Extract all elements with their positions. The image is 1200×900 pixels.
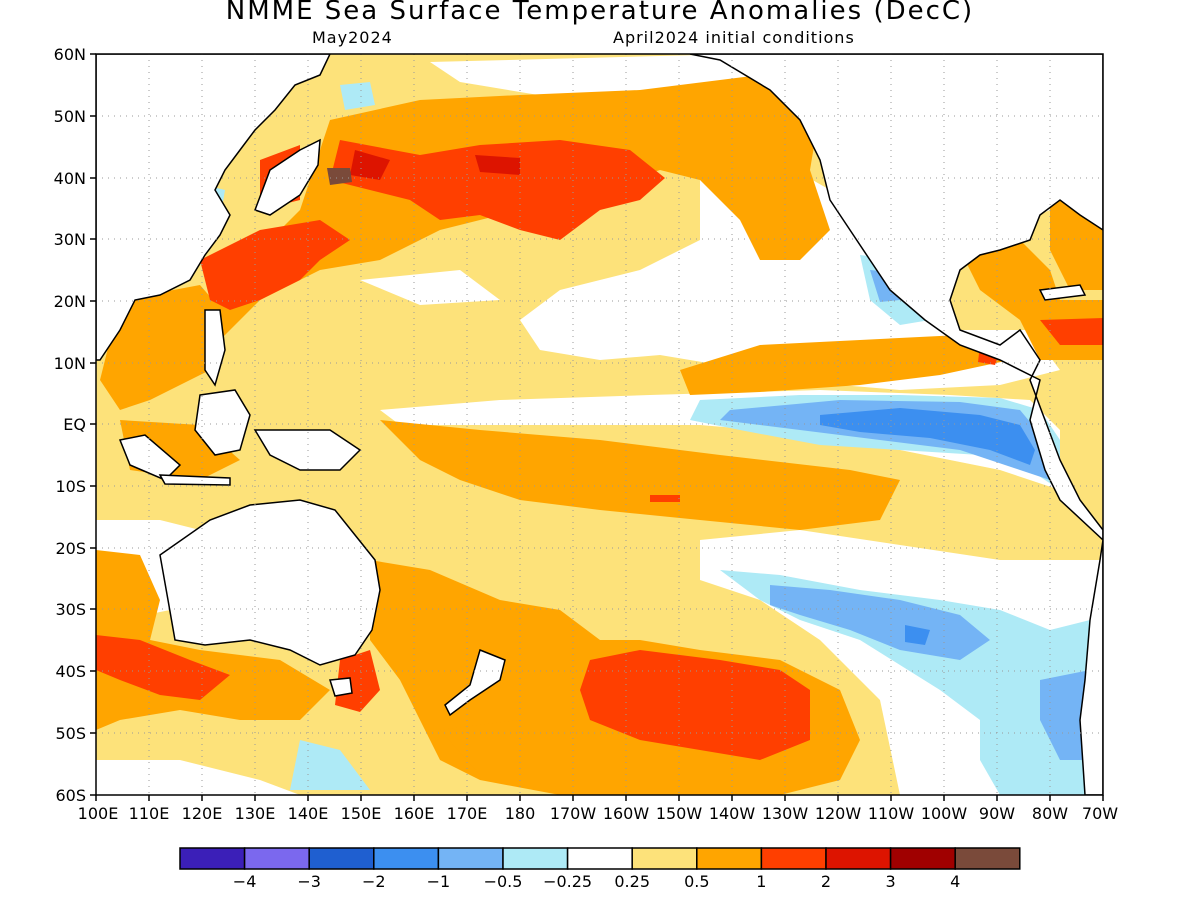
lat-label: 30N bbox=[53, 230, 86, 249]
asia-mainland bbox=[96, 54, 331, 361]
lon-label: 140E bbox=[287, 804, 329, 823]
lat-label: EQ bbox=[63, 415, 86, 434]
colorbar-swatch bbox=[308, 847, 375, 870]
japan bbox=[254, 138, 321, 216]
lon-label: 120W bbox=[814, 804, 862, 823]
lon-label: 100W bbox=[920, 804, 968, 823]
colorbar-swatch bbox=[373, 847, 440, 870]
colorbar-label: −1 bbox=[426, 872, 451, 891]
lon-label: 170E bbox=[446, 804, 488, 823]
lat-label: 60N bbox=[53, 45, 86, 64]
colorbar-swatch bbox=[179, 847, 246, 870]
colorbar-label: 4 bbox=[950, 872, 961, 891]
cuba bbox=[1038, 284, 1087, 301]
extreme-warm-spot bbox=[327, 168, 352, 185]
colorbar-label: 1 bbox=[756, 872, 767, 891]
lon-label: 170W bbox=[549, 804, 597, 823]
lat-label: 20S bbox=[55, 539, 86, 558]
colorbar-swatch bbox=[760, 847, 827, 870]
lat-label: 40N bbox=[53, 169, 86, 188]
lat-label: 50S bbox=[55, 724, 86, 743]
lon-label: 70W bbox=[1081, 804, 1119, 823]
lat-label: 10N bbox=[53, 354, 86, 373]
axis-ticks bbox=[90, 53, 1104, 801]
lat-label: 40S bbox=[55, 662, 86, 681]
lon-label: 150E bbox=[340, 804, 382, 823]
colorbar bbox=[179, 847, 1021, 870]
colorbar-label: −0.5 bbox=[483, 872, 523, 891]
sumatra bbox=[118, 434, 182, 481]
new-zealand bbox=[444, 648, 506, 717]
initial-conditions: April2024 initial conditions bbox=[613, 28, 855, 47]
colorbar-label: −4 bbox=[232, 872, 257, 891]
colorbar-label: 0.25 bbox=[614, 872, 650, 891]
lat-label: 50N bbox=[53, 107, 86, 126]
lon-label: 90W bbox=[978, 804, 1016, 823]
colorbar-swatch bbox=[502, 847, 569, 870]
lon-label: 80W bbox=[1031, 804, 1069, 823]
colorbar-label: 3 bbox=[885, 872, 896, 891]
borneo bbox=[194, 389, 251, 456]
philippines bbox=[204, 309, 226, 387]
colorbar-label: 2 bbox=[820, 872, 832, 891]
lon-label: 140W bbox=[708, 804, 756, 823]
colorbar-swatch bbox=[825, 847, 892, 870]
tasmania bbox=[329, 677, 353, 697]
lon-label: 160E bbox=[393, 804, 435, 823]
strong-cool-regions bbox=[820, 408, 1035, 645]
colorbar-swatch bbox=[566, 847, 633, 870]
colorbar-swatch bbox=[631, 847, 698, 870]
colorbar-swatch bbox=[954, 847, 1021, 870]
colorbar-label: −0.25 bbox=[543, 872, 593, 891]
forecast-month: May2024 bbox=[312, 28, 393, 47]
colorbar-label: −3 bbox=[297, 872, 321, 891]
lon-label: 120E bbox=[181, 804, 223, 823]
lat-label: 60S bbox=[55, 786, 86, 805]
colorbar-swatch bbox=[437, 847, 504, 870]
java bbox=[158, 474, 231, 486]
lon-label: 130W bbox=[761, 804, 809, 823]
colorbar-label: 0.5 bbox=[684, 872, 710, 891]
australia bbox=[159, 499, 381, 666]
lon-label: 100E bbox=[77, 804, 119, 823]
colorbar-label: −2 bbox=[362, 872, 386, 891]
colorbar-swatch bbox=[696, 847, 763, 870]
lat-label: 10S bbox=[55, 477, 86, 496]
lon-label: 130E bbox=[234, 804, 276, 823]
colorbar-swatch bbox=[889, 847, 956, 870]
land-masses bbox=[96, 54, 1103, 795]
very-strong-warm-spots bbox=[350, 150, 520, 180]
lat-label: 20N bbox=[53, 292, 86, 311]
lon-label: 110W bbox=[867, 804, 915, 823]
americas bbox=[689, 54, 1103, 795]
map-title: NMME Sea Surface Temperature Anomalies (… bbox=[225, 0, 975, 26]
lon-label: 110E bbox=[128, 804, 170, 823]
lat-label: 30S bbox=[55, 600, 86, 619]
lon-label: 150W bbox=[655, 804, 703, 823]
colorbar-swatch bbox=[243, 847, 310, 870]
lon-label: 180 bbox=[504, 804, 536, 823]
anomaly-field bbox=[96, 54, 1103, 795]
lon-label: 160W bbox=[602, 804, 650, 823]
